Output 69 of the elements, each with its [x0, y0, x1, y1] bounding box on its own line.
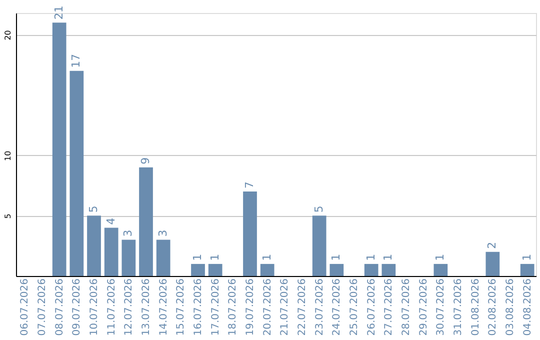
data-label: 1	[364, 254, 378, 261]
bar	[122, 240, 136, 276]
bar	[330, 264, 344, 276]
x-tick-label: 10.07.2026	[89, 278, 100, 336]
bar	[104, 228, 118, 276]
x-tick-label: 11.07.2026	[106, 278, 118, 336]
x-tick-label: 01.08.2026	[470, 278, 482, 336]
x-tick-label: 07.07.2026	[37, 278, 48, 336]
x-tick-label: 25.07.2026	[349, 278, 360, 336]
data-label: 7	[243, 182, 256, 189]
data-label: 1	[330, 254, 343, 261]
x-tick-label: 06.07.2026	[20, 278, 31, 336]
data-label: 1	[191, 254, 204, 261]
x-tick-label: 12.07.2026	[124, 278, 135, 336]
bar	[312, 216, 326, 276]
x-tick-label: 23.07.2026	[314, 278, 326, 336]
y-tick-label: 10	[4, 150, 12, 161]
x-tick-label: 19.07.2026	[245, 278, 256, 336]
data-label: 17	[70, 54, 83, 68]
x-tick-label: 18.07.2026	[228, 278, 239, 336]
data-label: 4	[104, 218, 118, 225]
bar	[243, 192, 257, 276]
x-tick-label: 03.08.2026	[505, 278, 516, 336]
bar	[520, 264, 534, 276]
data-label: 1	[382, 254, 395, 261]
data-label: 5	[312, 206, 326, 213]
bar	[382, 264, 396, 276]
data-label: 5	[87, 206, 100, 213]
x-tick-label: 30.07.2026	[436, 278, 447, 336]
x-tick-label: 08.07.2026	[54, 278, 66, 336]
x-tick-label: 22.07.2026	[297, 278, 308, 336]
x-tick-label: 15.07.2026	[176, 278, 187, 336]
bar	[434, 264, 448, 276]
bar	[139, 167, 153, 276]
data-label: 3	[156, 230, 170, 237]
x-tick-label: 17.07.2026	[210, 278, 222, 336]
x-tick-label: 16.07.2026	[193, 278, 204, 336]
bar	[260, 264, 274, 276]
bar	[52, 22, 66, 276]
bar	[70, 70, 84, 276]
x-tick-label: 27.07.2026	[384, 278, 395, 336]
data-label: 1	[520, 254, 534, 261]
x-tick-label: 31.07.2026	[453, 278, 464, 336]
data-label: 1	[208, 254, 222, 261]
data-label: 21	[52, 6, 66, 20]
data-label: 2	[486, 242, 499, 249]
x-tick-label: 02.08.2026	[488, 278, 499, 336]
data-label: 9	[139, 157, 152, 164]
bar	[191, 264, 205, 276]
x-tick-label: 29.07.2026	[418, 278, 430, 336]
y-tick-label: 20	[4, 30, 12, 40]
data-label: 1	[434, 254, 447, 261]
bar	[156, 240, 170, 276]
x-tick-label: 14.07.2026	[158, 278, 170, 336]
x-tick-label: 28.07.2026	[401, 278, 412, 336]
x-tick-label: 24.07.2026	[332, 278, 343, 336]
x-tick-label: 04.08.2026	[522, 278, 534, 336]
bar	[486, 252, 500, 276]
bar	[87, 216, 101, 276]
bar	[208, 264, 222, 276]
x-tick-label: 13.07.2026	[141, 278, 152, 336]
bar	[364, 264, 378, 276]
x-tick-label: 09.07.2026	[72, 278, 83, 336]
data-label: 1	[260, 254, 274, 261]
x-tick-label: 21.07.2026	[280, 278, 291, 336]
x-tick-label: 20.07.2026	[262, 278, 274, 336]
y-tick-label: 5	[4, 214, 12, 219]
x-tick-label: 26.07.2026	[366, 278, 378, 336]
data-label: 3	[122, 230, 135, 237]
